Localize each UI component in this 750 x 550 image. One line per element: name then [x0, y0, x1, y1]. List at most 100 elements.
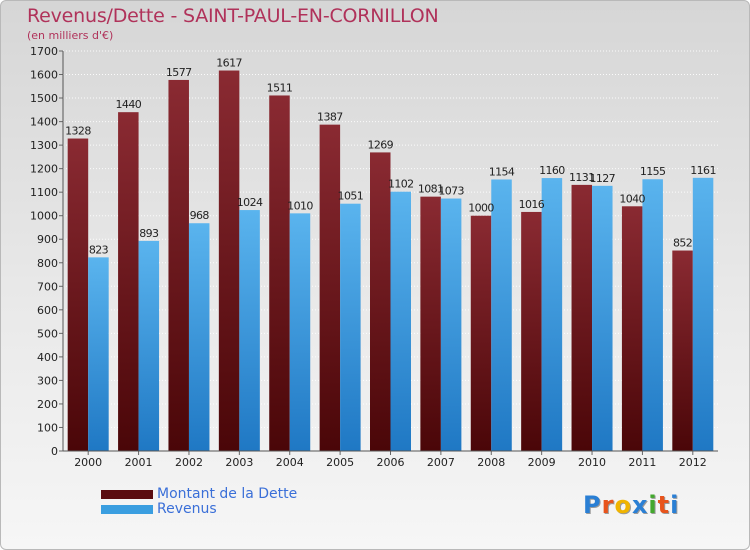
y-tick-label: 300 [37, 374, 58, 387]
bar-debt [521, 211, 542, 451]
data-label-revenus: 1010 [287, 199, 313, 212]
logo-letter: r [601, 491, 615, 519]
x-tick-label: 2006 [377, 456, 405, 469]
x-tick-label: 2009 [528, 456, 556, 469]
data-label-debt: 1016 [519, 198, 545, 211]
bar-debt [672, 250, 693, 451]
x-tick-label: 2000 [74, 456, 102, 469]
y-tick-label: 700 [37, 280, 58, 293]
bars [67, 70, 714, 452]
bar-debt [118, 112, 139, 452]
logo-letter: o [614, 491, 632, 519]
x-axis-ticks: 2000 2001 2002 2003 2004 2005 2006 2007 2008 2009… [74, 451, 707, 469]
bar-debt [370, 152, 391, 452]
y-tick-label: 1700 [30, 45, 58, 58]
data-label-revenus: 1127 [589, 172, 615, 185]
bar-revenus [138, 240, 160, 451]
x-tick-label: 2008 [477, 456, 505, 469]
proxiti-logo: Proxiti [583, 491, 679, 519]
x-tick-label: 2004 [276, 456, 304, 469]
bar-revenus [188, 223, 210, 451]
bar-revenus [289, 213, 311, 451]
data-label-revenus: 1024 [237, 196, 263, 209]
legend-swatch-revenus [101, 505, 153, 514]
legend-swatch-debt [101, 490, 153, 499]
y-tick-label: 200 [37, 398, 58, 411]
bar-revenus [592, 185, 613, 451]
bar-revenus [541, 178, 563, 451]
data-label-debt: 1387 [317, 111, 343, 124]
x-tick-label: 2003 [225, 456, 253, 469]
bar-revenus [88, 257, 109, 451]
bar-debt [571, 184, 593, 451]
x-tick-label: 2007 [427, 456, 455, 469]
logo-letter: x [631, 491, 649, 519]
y-tick-label: 600 [37, 304, 58, 317]
bar-debt [269, 95, 290, 452]
chart-subtitle: (en milliers d'€) [27, 29, 114, 42]
bar-revenus [239, 210, 260, 451]
data-label-revenus: 1073 [438, 185, 464, 198]
chart-title: Revenus/Dette - SAINT-PAUL-EN-CORNILLON [27, 5, 439, 27]
data-label-debt: 1131 [569, 171, 595, 184]
data-label-debt: 1269 [367, 138, 393, 151]
data-labels: 1328 823 1440 893 1577 968 1617 1024 1511 1010 138… [65, 57, 716, 257]
y-tick-label: 100 [37, 421, 58, 434]
data-label-revenus: 1051 [338, 190, 364, 203]
x-tick-label: 2002 [175, 456, 203, 469]
bar-debt [420, 196, 441, 451]
legend-label-debt: Montant de la Dette [157, 486, 298, 502]
x-tick-label: 2011 [628, 456, 656, 469]
y-tick-label: 900 [37, 233, 58, 246]
bar-revenus [642, 179, 663, 451]
logo-letter: P [583, 491, 602, 519]
x-tick-label: 2010 [578, 456, 606, 469]
y-tick-label: 800 [37, 257, 58, 270]
data-label-revenus: 1102 [388, 178, 414, 191]
logo-letter: i [648, 491, 658, 519]
logo-letter: i [670, 491, 680, 519]
data-label-revenus: 1154 [489, 165, 515, 178]
y-tick-label: 1600 [30, 69, 58, 82]
data-label-debt: 1040 [619, 192, 645, 205]
x-tick-label: 2001 [125, 456, 153, 469]
y-tick-label: 1200 [30, 163, 58, 176]
y-tick-label: 400 [37, 351, 58, 364]
bar-debt [168, 79, 189, 452]
data-label-debt: 1000 [468, 202, 494, 215]
bar-revenus [440, 198, 462, 451]
bar-debt [470, 215, 492, 451]
bar-debt [67, 138, 89, 451]
y-tick-label: 1000 [30, 210, 58, 223]
data-label-debt: 1511 [267, 81, 293, 94]
bar-revenus [390, 191, 411, 452]
bar-revenus [692, 177, 714, 451]
y-tick-label: 1500 [30, 92, 58, 105]
data-label-revenus: 893 [139, 227, 159, 240]
data-label-debt: 1577 [166, 66, 192, 79]
y-tick-label: 1400 [30, 116, 58, 129]
data-label-revenus: 1161 [690, 164, 716, 177]
x-tick-label: 2005 [326, 456, 354, 469]
data-label-debt: 1440 [116, 98, 142, 111]
data-label-debt: 1081 [418, 183, 444, 196]
legend-label-revenus: Revenus [157, 501, 217, 517]
y-axis-ticks: 0 100 200 300 400 500 600 700 800 900 1000 1100 1200… [30, 45, 63, 458]
data-label-revenus: 968 [190, 209, 210, 222]
data-label-debt: 852 [673, 237, 692, 250]
bar-debt [621, 206, 643, 451]
data-label-revenus: 1155 [640, 165, 666, 178]
y-tick-label: 500 [37, 327, 58, 340]
bar-revenus [340, 203, 361, 451]
y-tick-label: 1300 [30, 139, 58, 152]
y-tick-label: 0 [51, 445, 58, 458]
bar-revenus [491, 179, 512, 451]
data-label-revenus: 823 [89, 243, 109, 256]
logo-letter: t [657, 491, 671, 519]
bar-debt [319, 124, 341, 451]
data-label-debt: 1328 [65, 125, 91, 138]
x-tick-label: 2012 [679, 456, 707, 469]
data-label-revenus: 1160 [539, 164, 565, 177]
